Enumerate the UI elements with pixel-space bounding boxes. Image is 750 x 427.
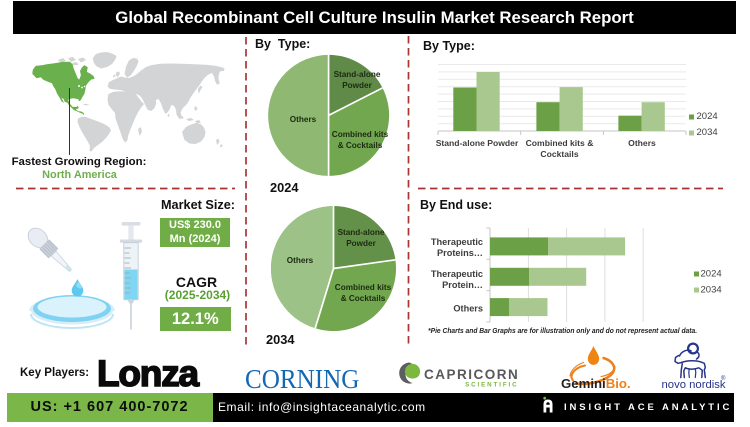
svg-text:Others: Others: [628, 138, 656, 148]
svg-text:GeminiBio.: GeminiBio.: [561, 376, 631, 391]
svg-text:Combined kits &: Combined kits &: [526, 138, 594, 148]
svg-text:Others: Others: [453, 304, 483, 314]
svg-text:SCIENTIFIC: SCIENTIFIC: [465, 382, 518, 389]
svg-text:2034: 2034: [701, 285, 722, 296]
svg-text:INSIGHT ACE ANALYTIC: INSIGHT ACE ANALYTIC: [564, 402, 732, 413]
svg-text:Cocktails: Cocktails: [540, 149, 578, 159]
svg-text:Stand-alone Powder: Stand-alone Powder: [436, 138, 519, 148]
svg-text:Therapeutic: Therapeutic: [431, 269, 483, 279]
svg-text:®: ®: [721, 375, 726, 382]
svg-text:2034: 2034: [697, 127, 718, 138]
svg-text:2024: 2024: [697, 111, 718, 122]
svg-text:Proteins…: Proteins…: [437, 248, 483, 258]
svg-text:Therapeutic: Therapeutic: [431, 237, 483, 247]
svg-text:CAPRICORN: CAPRICORN: [424, 367, 519, 382]
svg-text:Protein…: Protein…: [442, 280, 483, 290]
svg-text:novo nordisk: novo nordisk: [662, 379, 726, 391]
svg-text:2024: 2024: [701, 269, 722, 280]
